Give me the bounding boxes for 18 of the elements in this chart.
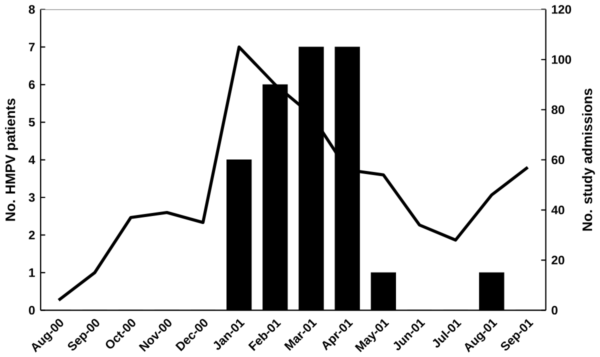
y2-tick-label: 0 [552,306,558,315]
y-tick-label: 8 [28,5,35,14]
y-tick-label: 0 [28,306,35,315]
y-tick-label: 5 [28,118,35,127]
y-tick-label: 4 [28,156,36,164]
y-tick-label: 3 [28,193,35,202]
y-tick-label: 1 [29,268,35,277]
y2-axis-title: No. study admissions [582,88,595,231]
y2-tick-label: 20 [552,256,564,265]
y-tick-label: 6 [28,80,35,90]
y-tick-label: 2 [28,230,35,240]
y2-tick-label: 60 [552,156,564,164]
y2-tick-label: 100 [552,55,572,64]
y-axis-title: No. HMPV patients [5,98,18,221]
y2-tick-label: 40 [551,206,564,214]
y-tick-label: 7 [28,42,35,52]
y2-tick-label: 120 [552,5,572,14]
y2-tick-label: 80 [552,105,564,114]
